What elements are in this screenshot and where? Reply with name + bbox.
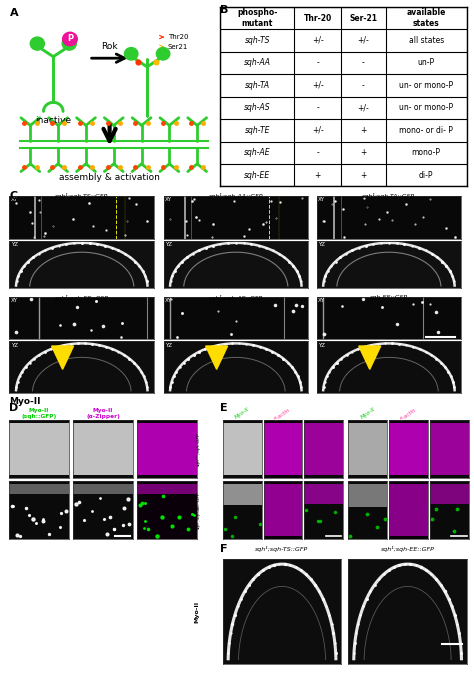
- Bar: [9, 484, 69, 494]
- Text: assembly & activation: assembly & activation: [59, 173, 160, 182]
- Text: available
states: available states: [407, 8, 446, 28]
- Text: -: -: [316, 103, 319, 113]
- Text: sqh¹;sqh-TS::GFP: sqh¹;sqh-TS::GFP: [55, 193, 109, 199]
- Text: YZ: YZ: [318, 342, 325, 348]
- Text: all states: all states: [409, 36, 444, 45]
- Text: Myo-II: Myo-II: [234, 407, 250, 420]
- Text: A: A: [9, 8, 18, 18]
- Bar: [73, 484, 133, 494]
- Text: sqh-TA: sqh-TA: [245, 81, 270, 90]
- Text: mono- or di- P: mono- or di- P: [399, 126, 453, 135]
- Text: XY: XY: [11, 197, 18, 202]
- Text: +: +: [360, 126, 366, 135]
- Text: -: -: [362, 81, 365, 90]
- Text: +/-: +/-: [312, 81, 324, 90]
- Text: +: +: [360, 148, 366, 157]
- Text: YZ: YZ: [165, 242, 172, 247]
- Text: YZ: YZ: [318, 242, 325, 247]
- Text: YZ: YZ: [165, 342, 172, 348]
- Text: Merge: Merge: [441, 407, 458, 421]
- Text: Myo-II
(sqh::GFP): Myo-II (sqh::GFP): [21, 408, 57, 419]
- Text: -: -: [362, 58, 365, 67]
- Circle shape: [63, 33, 77, 45]
- Text: sqh-AS: sqh-AS: [244, 103, 271, 113]
- Text: sqh¹;sqh-TA::GFP: sqh¹;sqh-TA::GFP: [363, 193, 415, 199]
- Text: +: +: [315, 171, 321, 180]
- Text: Ser21: Ser21: [168, 43, 188, 49]
- Bar: [137, 484, 197, 494]
- Text: sqhᵃᵒˢ;sqh::GFP: sqhᵃᵒˢ;sqh::GFP: [197, 433, 201, 466]
- Text: phospho-
mutant: phospho- mutant: [237, 8, 278, 28]
- Bar: [223, 484, 262, 506]
- Text: Thr-20: Thr-20: [304, 14, 332, 22]
- Text: sqh¹;sqh-AA::GFP: sqh¹;sqh-AA::GFP: [209, 193, 263, 199]
- Text: XY: XY: [318, 298, 325, 303]
- Polygon shape: [206, 346, 228, 370]
- Polygon shape: [359, 346, 381, 370]
- Text: Rok: Rok: [101, 43, 118, 52]
- Text: F: F: [220, 544, 228, 554]
- Text: un- or mono-P: un- or mono-P: [399, 81, 453, 90]
- Circle shape: [30, 37, 45, 50]
- Text: sqh¹;sqh-AE::GFP: sqh¹;sqh-AE::GFP: [197, 492, 201, 529]
- Polygon shape: [52, 346, 73, 370]
- Text: sqh¹;sqh-EE::GFP: sqh¹;sqh-EE::GFP: [55, 295, 109, 301]
- Text: un- or mono-P: un- or mono-P: [399, 103, 453, 113]
- Text: Merge: Merge: [156, 408, 178, 413]
- Circle shape: [62, 37, 76, 50]
- Text: sqh¹;sqh-TS::GFP: sqh¹;sqh-TS::GFP: [255, 546, 309, 552]
- Text: sqh-TS: sqh-TS: [245, 36, 270, 45]
- Text: sqh-AA: sqh-AA: [244, 58, 271, 67]
- Text: sqh-EE: sqh-EE: [244, 171, 271, 180]
- Bar: [304, 484, 343, 504]
- Text: sqh-AE: sqh-AE: [244, 148, 271, 157]
- Text: Myo-II: Myo-II: [9, 397, 41, 405]
- Text: mono-P: mono-P: [412, 148, 441, 157]
- Text: sqh-EE::GFP: sqh-EE::GFP: [370, 295, 408, 300]
- Text: Ser-21: Ser-21: [349, 14, 377, 22]
- Text: +: +: [360, 171, 366, 180]
- Text: YZ: YZ: [11, 242, 18, 247]
- Text: XY: XY: [318, 197, 325, 202]
- Text: sqh¹;sqh-EE::GFP: sqh¹;sqh-EE::GFP: [381, 546, 435, 552]
- Text: di-P: di-P: [419, 171, 433, 180]
- Text: +/-: +/-: [357, 103, 369, 113]
- Text: D: D: [9, 403, 19, 414]
- Circle shape: [125, 47, 138, 60]
- Bar: [348, 484, 387, 506]
- Text: F-actin: F-actin: [274, 407, 292, 422]
- Text: YZ: YZ: [11, 342, 18, 348]
- Text: C: C: [9, 191, 18, 201]
- Text: XY: XY: [165, 298, 172, 303]
- Text: Myo-II: Myo-II: [194, 601, 199, 623]
- Text: B: B: [220, 5, 229, 15]
- Text: Myo-II
(α-Zipper): Myo-II (α-Zipper): [86, 408, 120, 419]
- Text: F-actin: F-actin: [400, 407, 418, 422]
- Text: Merge: Merge: [315, 407, 332, 421]
- Text: +/-: +/-: [357, 36, 369, 45]
- Text: sqh¹;sqh-AE::GFP: sqh¹;sqh-AE::GFP: [209, 295, 263, 301]
- Text: XY: XY: [11, 298, 18, 303]
- Text: -: -: [316, 58, 319, 67]
- Text: +/-: +/-: [312, 36, 324, 45]
- Text: E: E: [220, 403, 228, 414]
- Text: P: P: [67, 35, 73, 43]
- Text: Thr20: Thr20: [168, 34, 189, 40]
- Text: +/-: +/-: [312, 126, 324, 135]
- Text: -: -: [316, 148, 319, 157]
- Bar: [430, 484, 469, 504]
- Text: sqh-TE: sqh-TE: [245, 126, 270, 135]
- Text: Myo-II: Myo-II: [360, 407, 376, 420]
- Text: XY: XY: [165, 197, 172, 202]
- Text: un-P: un-P: [418, 58, 435, 67]
- Circle shape: [156, 47, 170, 60]
- Text: inactive: inactive: [35, 116, 72, 125]
